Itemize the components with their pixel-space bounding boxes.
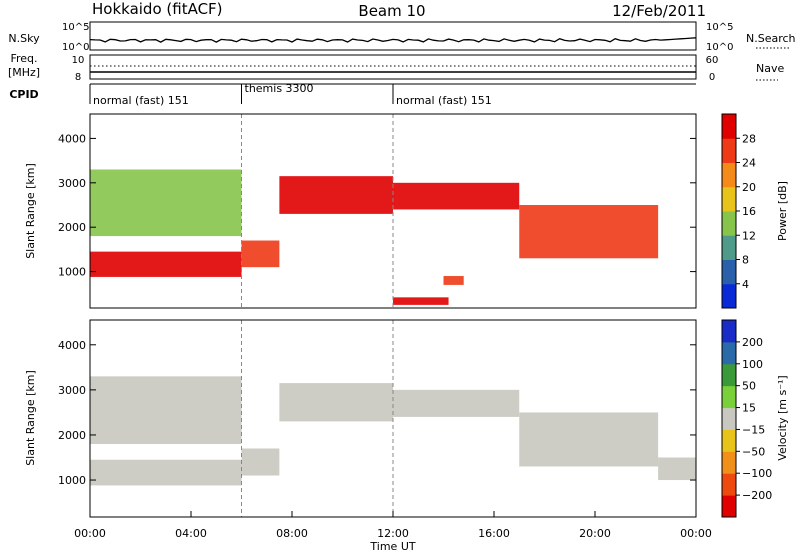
colorbar-tick-label: 4	[742, 278, 749, 291]
scatter-band	[519, 205, 659, 259]
colorbar-segment	[722, 451, 736, 474]
scatter-band	[241, 240, 280, 268]
colorbar-tick-label: −50	[742, 445, 765, 458]
scatter-band	[90, 376, 242, 444]
colorbar-tick-label: 20	[742, 181, 756, 194]
x-tick-label: 20:00	[579, 527, 611, 540]
colorbar-segment	[722, 138, 736, 163]
colorbar-segment	[722, 235, 736, 260]
colorbar-segment	[722, 114, 736, 139]
beam-title: Beam 10	[358, 2, 425, 20]
freq-label-2: [MHz]	[8, 66, 40, 79]
y-tick-label: 1000	[58, 266, 86, 279]
y-tick-label: 3000	[58, 177, 86, 190]
scatter-band	[519, 412, 659, 467]
nsky-label: N.Sky	[8, 32, 40, 45]
scatter-band	[90, 459, 242, 486]
velocity-cbar-label: Velocity [m s⁻¹]	[776, 375, 789, 460]
y-tick-label: 3000	[58, 384, 86, 397]
scatter-band	[90, 169, 242, 237]
colorbar-segment	[722, 259, 736, 285]
cpid-segment-label: normal (fast) 151	[93, 94, 189, 107]
scatter-band	[279, 176, 393, 214]
x-tick-label: 16:00	[478, 527, 510, 540]
colorbar-segment	[722, 186, 736, 212]
x-tick-label: 08:00	[276, 527, 308, 540]
station-title: Hokkaido (fitACF)	[92, 0, 223, 18]
colorbar-tick-label: 8	[742, 254, 749, 267]
y-tick-label: 2000	[58, 221, 86, 234]
y-tick-label: 2000	[58, 429, 86, 442]
nsearch-tick-bottom: 10^0	[706, 42, 733, 53]
colorbar-segment	[722, 320, 736, 343]
power-cbar-label: Power [dB]	[776, 181, 789, 241]
y-tick-label: 4000	[58, 339, 86, 352]
nsky-tick-bottom: 10^0	[62, 42, 89, 53]
colorbar-segment	[722, 495, 736, 518]
colorbar-tick-label: 15	[742, 402, 756, 415]
y-tick-label: 1000	[58, 474, 86, 487]
power-panel: 1000 2000 3000 4000 Slant Range [km] 4 8 12 16…	[24, 113, 789, 309]
nsky-trace	[89, 37, 697, 43]
scatter-band	[90, 251, 242, 277]
colorbar-segment	[722, 385, 736, 409]
scatter-band	[241, 448, 280, 476]
colorbar-tick-label: −100	[742, 467, 772, 480]
cpid-segment-label: normal (fast) 151	[396, 94, 492, 107]
colorbar-tick-label: −200	[742, 489, 772, 502]
colorbar-segment	[722, 162, 736, 188]
nsky-panel: N.Sky 10^5 10^0 10^5 10^0 N.Search	[8, 21, 796, 53]
colorbar-frame	[721, 319, 737, 518]
scatter-band	[279, 383, 393, 422]
colorbar-segment	[722, 473, 736, 496]
colorbar-tick-label: 28	[742, 132, 756, 145]
scatter-band	[393, 297, 449, 305]
freq-label-1: Freq.	[10, 52, 37, 65]
y-tick-label: 4000	[58, 132, 86, 145]
nave-tick-bottom: 0	[709, 72, 715, 83]
cpid-label: CPID	[9, 88, 38, 101]
freq-panel: Freq. [MHz] 10 8 60 0 Nave	[8, 52, 785, 83]
freq-tick-top: 10	[72, 55, 85, 66]
colorbar-segment	[722, 429, 736, 452]
nave-label: Nave	[756, 62, 784, 75]
nsky-tick-top: 10^5	[62, 22, 89, 33]
nsearch-tick-top: 10^5	[706, 22, 733, 33]
colorbar-segment	[722, 407, 736, 430]
nave-tick-top: 60	[706, 55, 719, 66]
cpid-segment-label: themis 3300	[245, 82, 314, 95]
x-tick-label: 04:00	[175, 527, 207, 540]
scatter-band	[393, 389, 520, 417]
colorbar-segment	[722, 363, 736, 387]
date-title: 12/Feb/2011	[612, 2, 706, 20]
nsearch-label: N.Search	[746, 32, 796, 45]
x-axis-label: Time UT	[369, 540, 415, 553]
colorbar-tick-label: 100	[742, 358, 763, 371]
freq-tick-bottom: 8	[75, 72, 81, 83]
colorbar-tick-label: 12	[742, 229, 756, 242]
velocity-ylabel: Slant Range [km]	[24, 370, 37, 466]
power-ylabel: Slant Range [km]	[24, 163, 37, 259]
x-tick-label: 12:00	[377, 527, 409, 540]
x-tick-label: 00:00	[74, 527, 106, 540]
scatter-band	[443, 276, 464, 285]
colorbar-segment	[722, 283, 736, 309]
cpid-panel: CPID normal (fast) 151 themis 3300 normal …	[9, 82, 696, 107]
colorbar-tick-label: −15	[742, 423, 765, 436]
x-tick-label: 00:00	[680, 527, 712, 540]
colorbar-tick-label: 24	[742, 157, 756, 170]
colorbar-tick-label: 50	[742, 380, 756, 393]
colorbar-tick-label: 200	[742, 336, 763, 349]
scatter-band	[393, 182, 520, 210]
colorbar-segment	[722, 211, 736, 236]
colorbar-tick-label: 16	[742, 205, 756, 218]
colorbar-segment	[722, 341, 736, 365]
scatter-band	[658, 457, 696, 481]
velocity-panel: 1000 2000 3000 4000 Slant Range [km] 200 100…	[24, 319, 789, 518]
